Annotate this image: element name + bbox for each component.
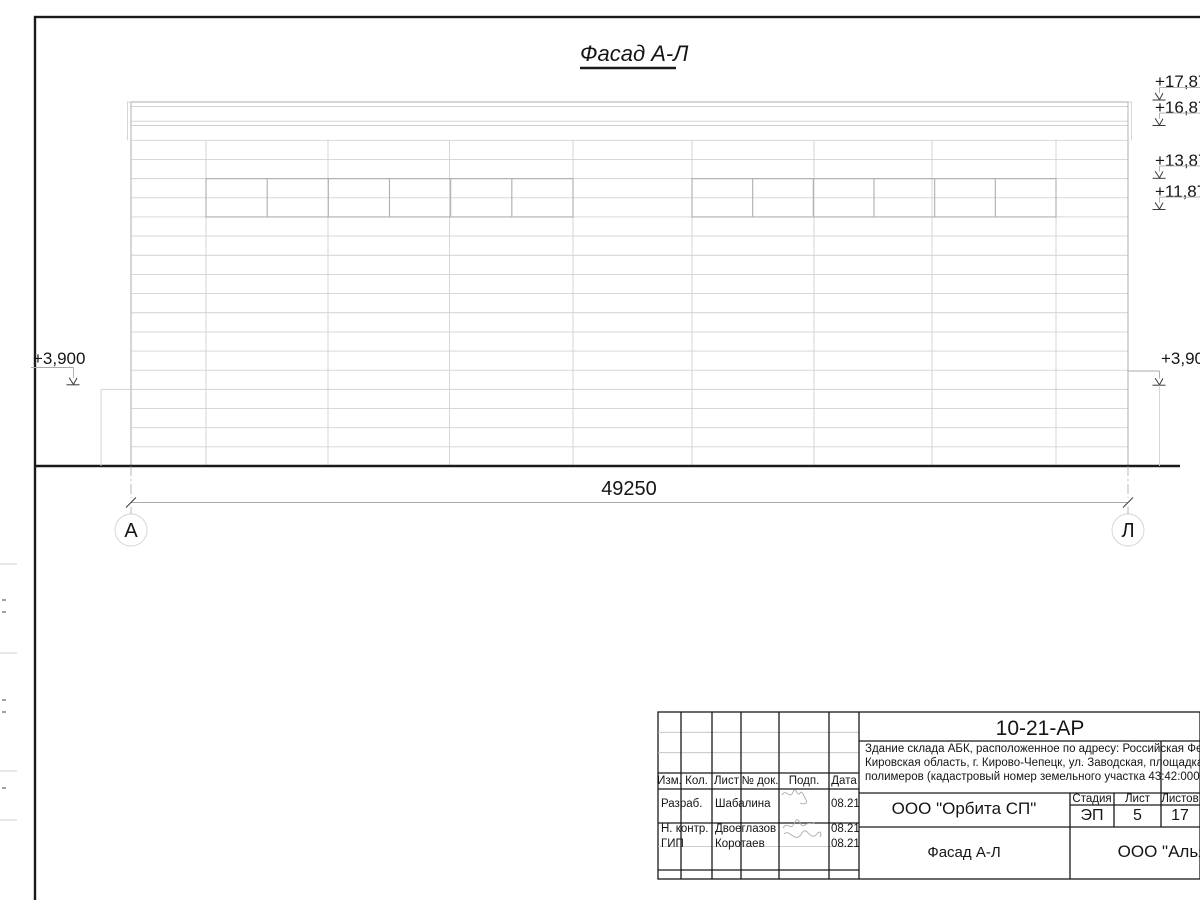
svg-text:Н. контр.: Н. контр. (661, 823, 708, 835)
svg-text:Здание склада АБК, расположенн: Здание склада АБК, расположенное по адре… (865, 743, 1200, 755)
svg-text:Кировская область, г. Кирово-Ч: Кировская область, г. Кирово-Чепецк, ул.… (865, 757, 1200, 769)
svg-text:08.21: 08.21 (831, 823, 860, 835)
svg-text:ООО "Орбита СП": ООО "Орбита СП" (892, 799, 1037, 818)
svg-text:ЭП: ЭП (1081, 807, 1104, 824)
svg-text:08.21: 08.21 (831, 798, 860, 810)
svg-text:5: 5 (1133, 807, 1142, 824)
svg-text:Лист: Лист (1125, 793, 1151, 805)
svg-text:Кол.: Кол. (685, 775, 708, 787)
svg-text:полимеров (кадастровый номер з: полимеров (кадастровый номер земельного … (865, 771, 1200, 783)
svg-text:Коротаев: Коротаев (715, 838, 765, 850)
svg-text:+16,870: +16,870 (1155, 98, 1200, 117)
svg-text:10-21-АР: 10-21-АР (996, 717, 1085, 740)
svg-text:ООО "Альянс": ООО "Альянс" (1118, 842, 1200, 861)
svg-text:Фасад А-Л: Фасад А-Л (580, 41, 689, 66)
svg-text:+13,870: +13,870 (1155, 151, 1200, 170)
svg-text:49250: 49250 (601, 478, 657, 500)
svg-text:A: A (124, 520, 138, 542)
svg-text:+11,870: +11,870 (1155, 182, 1200, 201)
svg-text:+3,900: +3,900 (1161, 349, 1200, 368)
svg-text:+17,870: +17,870 (1155, 72, 1200, 91)
svg-text:Подп.: Подп. (789, 775, 820, 787)
svg-text:Фасад А-Л: Фасад А-Л (927, 844, 1000, 861)
svg-text:17: 17 (1171, 807, 1189, 824)
svg-text:Стадия: Стадия (1072, 793, 1111, 805)
svg-text:Дата: Дата (831, 775, 857, 787)
svg-text:Изм.: Изм. (657, 775, 682, 787)
svg-text:+3,900: +3,900 (33, 349, 85, 368)
svg-text:ГИП: ГИП (661, 838, 684, 850)
svg-text:Шабалина: Шабалина (715, 798, 771, 810)
svg-text:Двоеглазов: Двоеглазов (715, 823, 776, 835)
svg-text:Листов: Листов (1161, 793, 1198, 805)
svg-text:№ док.: № док. (742, 775, 779, 787)
svg-text:Л: Л (1121, 520, 1134, 542)
svg-text:08.21: 08.21 (831, 838, 860, 850)
svg-text:Разраб.: Разраб. (661, 798, 702, 810)
svg-text:Лист: Лист (714, 775, 740, 787)
